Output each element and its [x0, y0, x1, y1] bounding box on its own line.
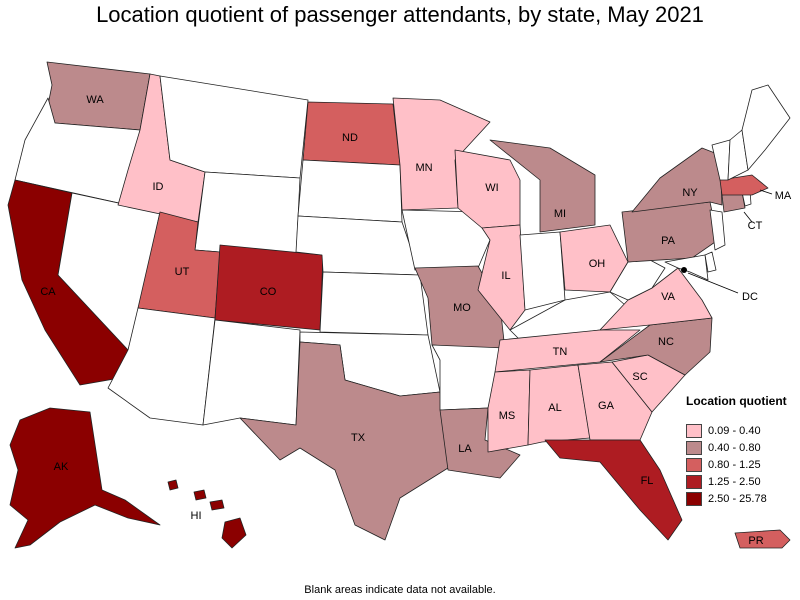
legend-swatch	[686, 474, 702, 489]
state-label-PR: PR	[748, 535, 763, 547]
state-NJ[interactable]	[709, 209, 726, 251]
state-label-MS: MS	[499, 410, 516, 422]
state-label-SC: SC	[632, 371, 647, 383]
state-label-MA: MA	[775, 190, 792, 202]
state-AK[interactable]	[9, 407, 161, 549]
footnote: Blank areas indicate data not available.	[304, 584, 496, 596]
legend-swatch	[686, 440, 702, 455]
state-label-AL: AL	[548, 402, 561, 414]
legend-swatch	[686, 491, 702, 506]
state-label-FL: FL	[641, 475, 654, 487]
state-label-GA: GA	[598, 400, 615, 412]
state-HI[interactable]	[167, 479, 247, 549]
state-label-TX: TX	[351, 432, 366, 444]
ct-leader-line	[743, 211, 753, 223]
state-label-OH: OH	[589, 258, 606, 270]
legend-item: 2.50 - 25.78	[686, 490, 800, 507]
state-MA[interactable]	[719, 174, 769, 196]
legend: Location quotient 0.09 - 0.40 0.40 - 0.80…	[686, 394, 800, 507]
state-TN[interactable]	[494, 329, 641, 373]
state-label-WI: WI	[485, 182, 498, 194]
state-label-CA: CA	[40, 286, 56, 298]
state-NM[interactable]	[202, 319, 301, 426]
state-label-TN: TN	[553, 346, 568, 358]
state-GA[interactable]	[577, 361, 653, 441]
legend-item: 0.09 - 0.40	[686, 422, 800, 439]
legend-title: Location quotient	[686, 394, 787, 408]
state-SD[interactable]	[297, 159, 403, 223]
state-label-UT: UT	[175, 266, 190, 278]
legend-item: 0.80 - 1.25	[686, 456, 800, 473]
state-label-PA: PA	[661, 235, 676, 247]
state-label-ID: ID	[153, 181, 164, 193]
state-TX[interactable]	[239, 341, 449, 541]
state-label-VA: VA	[661, 291, 676, 303]
state-MS[interactable]	[487, 369, 531, 453]
legend-item: 1.25 - 2.50	[686, 473, 800, 490]
legend-label: 0.40 - 0.80	[708, 441, 761, 454]
legend-label: 0.09 - 0.40	[708, 424, 761, 437]
state-label-MN: MN	[415, 162, 432, 174]
state-label-LA: LA	[458, 443, 472, 455]
dc-leader-line	[687, 272, 739, 294]
legend-swatch	[686, 423, 702, 438]
state-MD[interactable]	[664, 254, 709, 281]
state-MT[interactable]	[159, 75, 309, 179]
state-label-IL: IL	[501, 270, 510, 282]
state-label-WA: WA	[86, 94, 104, 106]
state-label-AK: AK	[54, 461, 69, 473]
state-label-ND: ND	[342, 132, 358, 144]
state-WY[interactable]	[194, 171, 301, 259]
state-KS[interactable]	[319, 271, 429, 336]
legend-item: 0.40 - 0.80	[686, 439, 800, 456]
state-label-CO: CO	[260, 286, 277, 298]
state-IN[interactable]	[519, 231, 566, 311]
state-label-NY: NY	[682, 187, 698, 199]
legend-label: 2.50 - 25.78	[708, 492, 767, 505]
state-label-MO: MO	[453, 302, 471, 314]
legend-items: 0.09 - 0.40 0.40 - 0.80 0.80 - 1.25 1.25 - …	[686, 422, 800, 507]
legend-label: 0.80 - 1.25	[708, 458, 761, 471]
state-label-HI: HI	[191, 510, 202, 522]
legend-swatch	[686, 457, 702, 472]
state-NY[interactable]	[631, 147, 723, 213]
state-labels: WA CA ID UT CO ND TX MN MO LA WI IL MI OH TN MS AL GA FL SC…	[40, 94, 792, 547]
state-label-MI: MI	[554, 208, 566, 220]
map-title: Location quotient of passenger attendant…	[96, 2, 704, 27]
state-ME[interactable]	[741, 84, 791, 171]
legend-label: 1.25 - 2.50	[708, 475, 761, 488]
state-MI[interactable]	[489, 139, 596, 233]
ma-leader-line	[759, 189, 773, 195]
state-DE[interactable]	[704, 251, 717, 273]
state-FL[interactable]	[544, 439, 683, 541]
state-label-CT: CT	[748, 220, 763, 232]
state-PR[interactable]	[734, 529, 791, 549]
state-label-NC: NC	[658, 336, 674, 348]
dc-marker	[681, 267, 687, 273]
state-label-DC: DC	[742, 291, 758, 303]
